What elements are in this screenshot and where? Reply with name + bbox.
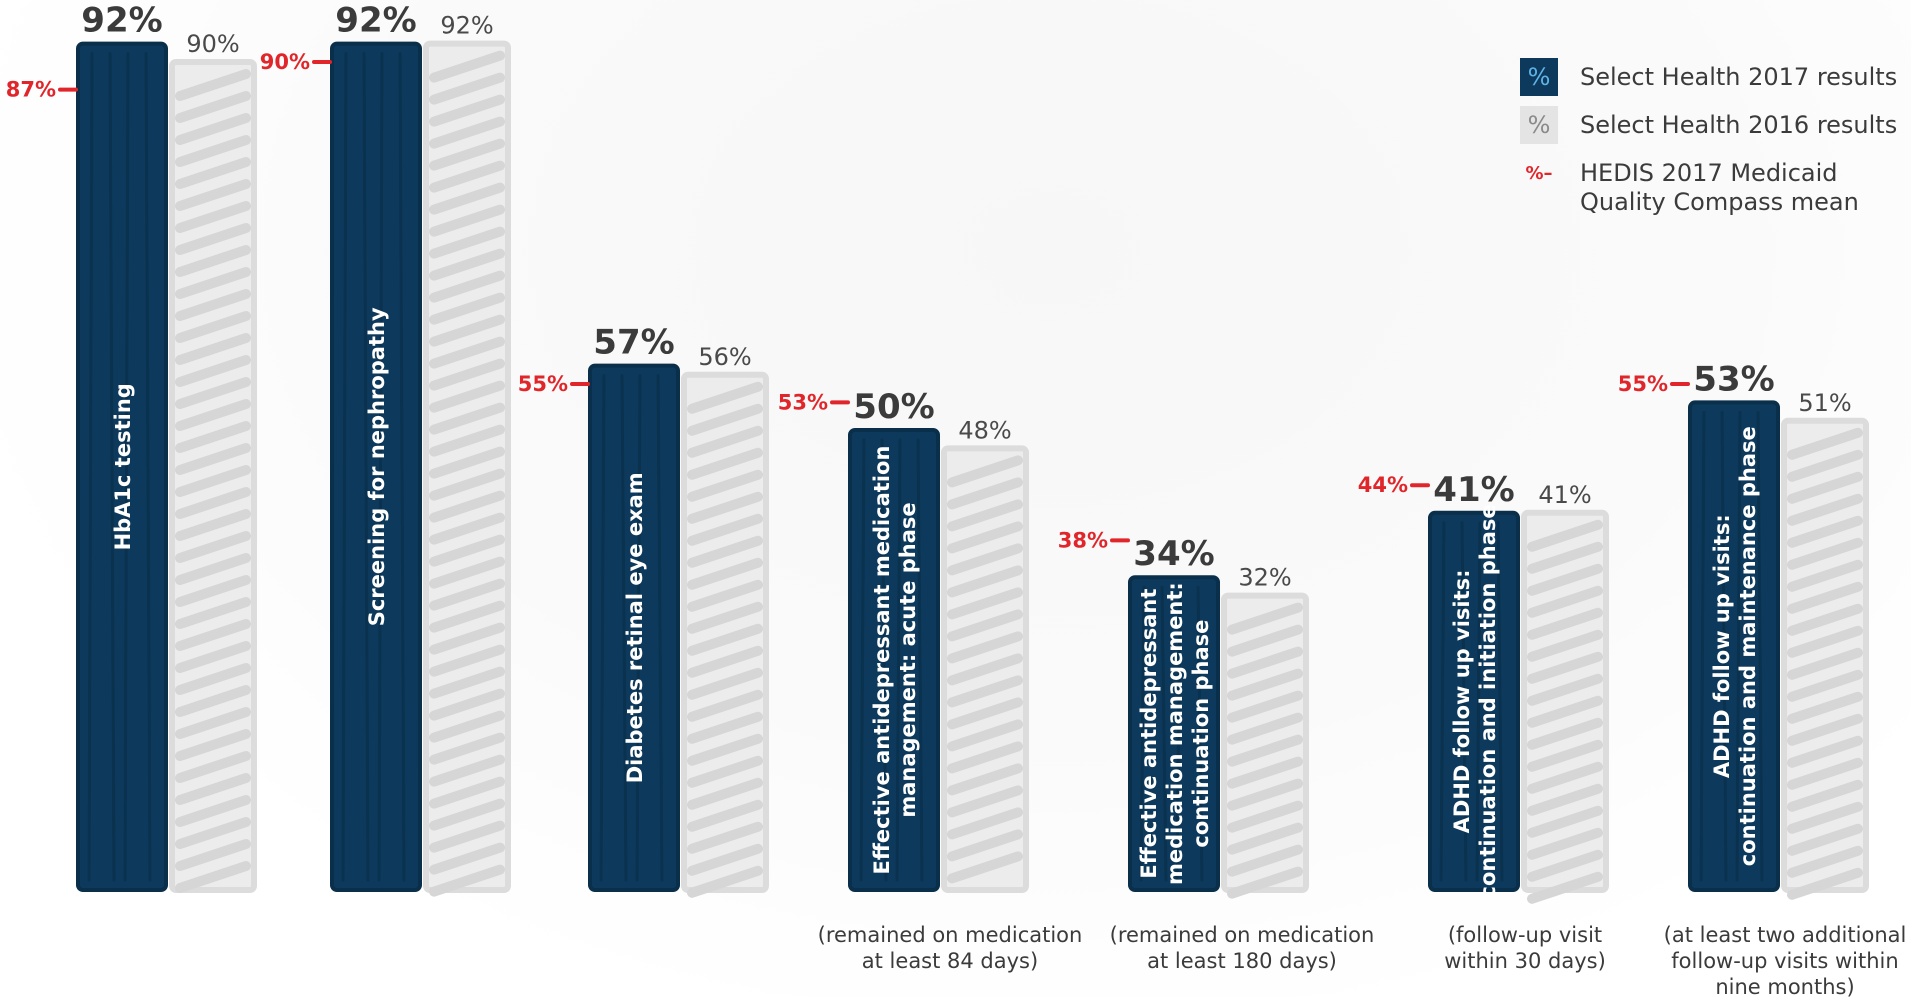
label-2017: 92% <box>335 1 416 41</box>
bar-category-label: Effective antidepressant medication <box>870 446 894 875</box>
bar-2017-texture <box>599 374 664 882</box>
legend-label-2017: Select Health 2017 results <box>1580 63 1898 91</box>
bar-2017-texture <box>1439 521 1504 882</box>
bar-category-label: ADHD follow up visits: <box>1710 514 1734 778</box>
bar-2016-texture <box>1787 427 1863 900</box>
label-2017: 92% <box>81 1 162 41</box>
bar-2016-texture <box>947 455 1023 884</box>
note-antidepressant-continuation: (remained on medication at least 180 day… <box>1109 923 1375 973</box>
bar-2016-texture <box>1227 602 1303 899</box>
legend-item-2017: % Select Health 2017 results <box>1520 58 1900 96</box>
bar-category-label: medication management: <box>1163 582 1187 885</box>
bar-category-label: ADHD follow up visits: <box>1450 569 1474 833</box>
bar-2016-texture <box>429 50 505 897</box>
bar-2017-texture <box>859 438 924 882</box>
bar-category-label: management: acute phase <box>896 502 920 817</box>
label-hedis: 87% <box>6 78 56 102</box>
bar-2016-texture <box>687 381 763 898</box>
bar-2016-texture <box>175 69 251 893</box>
label-2016: 92% <box>440 12 493 40</box>
label-hedis: 90% <box>260 50 310 74</box>
note-antidepressant-acute: (remained on medication at least 84 days… <box>817 923 1083 973</box>
chart-legend: % Select Health 2017 results % Select He… <box>1520 58 1900 227</box>
bar-2017 <box>76 41 168 893</box>
label-2017: 34% <box>1133 534 1214 574</box>
bar-2017 <box>1428 510 1520 892</box>
label-hedis: 44% <box>1358 473 1408 497</box>
label-2017: 41% <box>1433 470 1514 510</box>
bar-category-label: HbA1c testing <box>111 383 135 550</box>
label-hedis: 53% <box>778 390 828 414</box>
bar-2017-texture <box>341 52 406 882</box>
bar-2017-texture <box>1699 410 1764 882</box>
legend-label-hedis: HEDIS 2017 Medicaid Quality Compass mean <box>1580 159 1859 216</box>
label-hedis: 55% <box>1618 372 1668 396</box>
bar-2017 <box>848 428 940 892</box>
label-2016: 51% <box>1798 389 1851 417</box>
label-hedis: 38% <box>1058 528 1108 552</box>
label-2016: 41% <box>1538 481 1591 509</box>
label-hedis: 55% <box>518 372 568 396</box>
bar-2017-texture <box>87 52 152 882</box>
bar-category-label: continuation phase <box>1189 620 1213 848</box>
bar-category-label: Effective antidepressant <box>1137 589 1161 879</box>
bar-2017 <box>330 41 422 893</box>
legend-item-hedis: %– HEDIS 2017 Medicaid Quality Compass m… <box>1520 154 1900 217</box>
legend-label-2016: Select Health 2016 results <box>1580 111 1898 139</box>
bar-2017-texture <box>1139 585 1204 882</box>
label-2016: 48% <box>958 416 1011 444</box>
label-2016: 56% <box>698 343 751 371</box>
bar-2017 <box>588 363 680 893</box>
note-adhd-initiation: (follow-up visit within 30 days) <box>1444 923 1606 973</box>
legend-swatch-2016: % <box>1520 106 1558 144</box>
legend-swatch-2017: % <box>1520 58 1558 96</box>
bar-category-label: Diabetes retinal eye exam <box>623 472 647 783</box>
legend-swatch-hedis: %– <box>1525 162 1553 184</box>
bar-category-label: continuation and maintenance phase <box>1736 426 1760 866</box>
bar-2017 <box>1688 400 1780 892</box>
bar-category-label: continuation and initiation phase <box>1476 504 1500 898</box>
note-adhd-maintenance: (at least two additional follow-up visit… <box>1663 923 1907 999</box>
bar-2016-texture <box>1527 519 1603 904</box>
bar-2017 <box>1128 575 1220 892</box>
label-2017: 53% <box>1693 359 1774 399</box>
legend-item-2016: % Select Health 2016 results <box>1520 106 1900 144</box>
label-2017: 57% <box>593 323 674 363</box>
label-2016: 32% <box>1238 564 1291 592</box>
label-2016: 90% <box>186 30 239 58</box>
bar-category-label: Screening for nephropathy <box>365 307 389 626</box>
label-2017: 50% <box>853 387 934 427</box>
